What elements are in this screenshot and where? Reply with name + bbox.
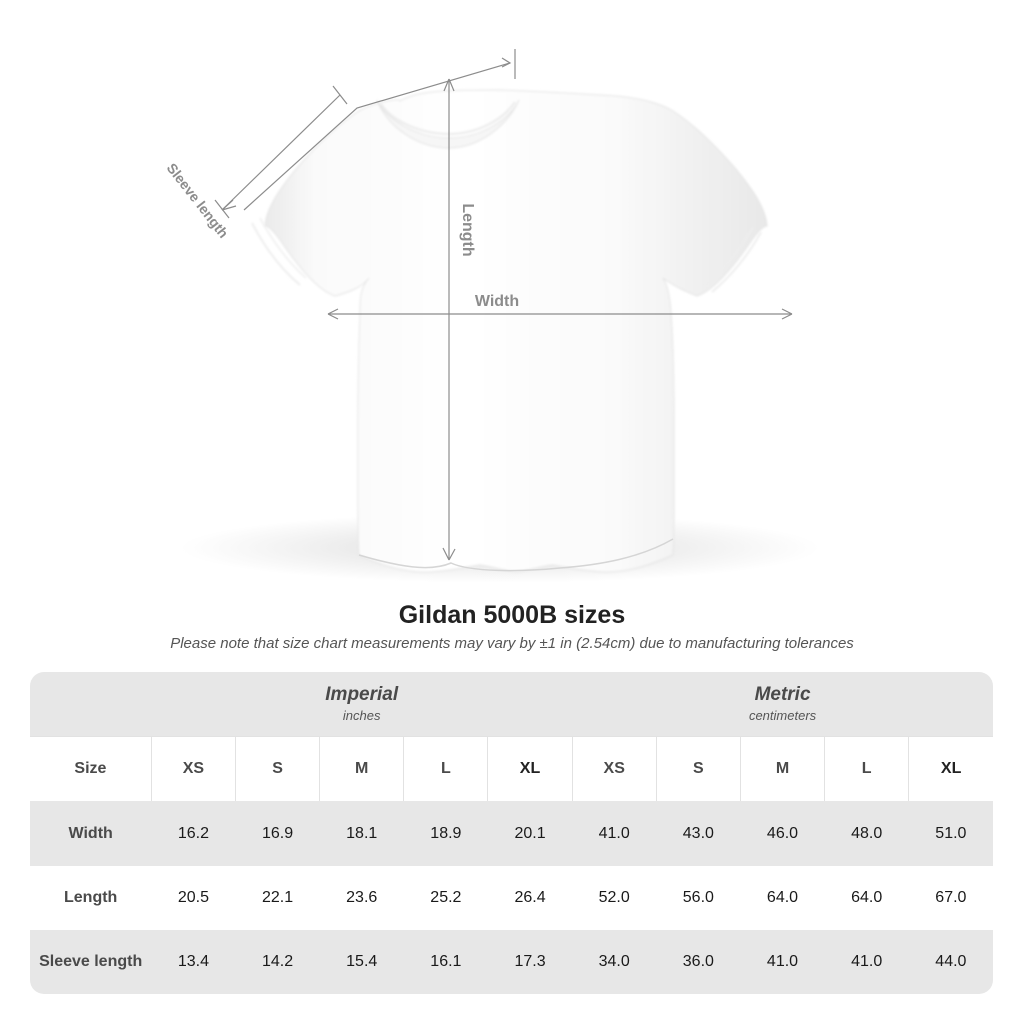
svg-text:Length: Length [459, 203, 476, 256]
svg-text:Sleeve length: Sleeve length [164, 160, 232, 241]
svg-text:Width: Width [475, 293, 519, 310]
